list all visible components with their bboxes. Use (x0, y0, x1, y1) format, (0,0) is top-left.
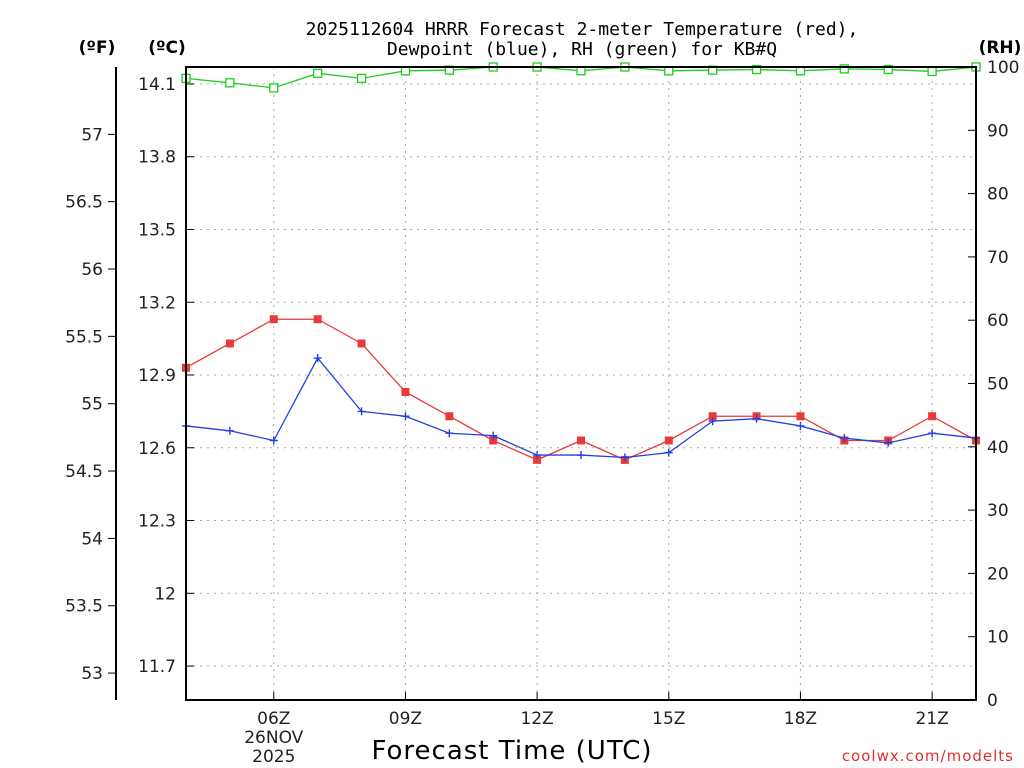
dewpoint-point (884, 438, 893, 447)
celsius-tick-label: 12.3 (138, 512, 176, 532)
rh-unit-label: (RH) (979, 38, 1022, 58)
dewpoint-point (401, 412, 410, 421)
celsius-tick-label: 13.8 (138, 148, 176, 168)
dewpoint-point (269, 436, 278, 445)
rh-tick-label: 90 (987, 121, 1009, 141)
rh-point (313, 68, 323, 78)
fahrenheit-unit-label: (ºF) (79, 38, 116, 58)
time-tick-label: 18Z (784, 709, 817, 729)
rh-tick-label: 40 (987, 438, 1009, 458)
fahrenheit-tick-label: 56.5 (65, 193, 103, 213)
time-tick-label: 09Z (389, 709, 422, 729)
time-tick-label: 12Z (520, 709, 553, 729)
fahrenheit-tick-label: 53.5 (65, 597, 103, 617)
dewpoint-point (664, 448, 673, 457)
dewpoint-point (840, 434, 849, 443)
dewpoint-point (225, 426, 234, 435)
rh-point (356, 73, 367, 84)
credit-text: coolwx.com/modelts (842, 747, 1014, 765)
rh-point (751, 64, 762, 75)
rh-tick-label: 30 (987, 501, 1009, 521)
dewpoint-point (752, 414, 761, 423)
temperature-point (357, 339, 366, 348)
temperature-point (664, 436, 673, 445)
dewpoint-point (445, 429, 454, 438)
dewpoint-point (357, 407, 366, 416)
temperature-point (577, 436, 585, 445)
celsius-tick-label: 11.7 (138, 657, 176, 677)
temperature-point (928, 412, 937, 421)
chart-title-line2: Dewpoint (blue), RH (green) for KB#Q (387, 39, 777, 60)
rh-tick-label: 50 (987, 375, 1009, 395)
temperature-point (313, 315, 322, 324)
fahrenheit-tick-label: 55.5 (65, 327, 103, 347)
rh-tick-label: 10 (987, 628, 1009, 648)
dewpoint-point (796, 421, 805, 430)
fahrenheit-tick-label: 53 (81, 664, 103, 684)
fahrenheit-tick-label: 54.5 (65, 462, 103, 482)
series-layer (181, 62, 981, 464)
dewpoint-point (708, 417, 717, 426)
rh-point (269, 83, 279, 93)
time-tick-label: 15Z (652, 709, 685, 729)
rh-point (225, 78, 235, 88)
rh-point (839, 64, 849, 74)
celsius-axis: 11.7 12 12.3 12.6 12.9 13.2 13.5 13.8 14.1 (138, 75, 194, 677)
dewpoint-point (313, 354, 322, 363)
celsius-tick-label: 12.6 (138, 439, 176, 459)
fahrenheit-tick-label: 56 (81, 260, 103, 280)
time-date-label: 26NOV (244, 728, 303, 748)
rh-tick-label: 100 (987, 58, 1019, 78)
dewpoint-point (620, 453, 629, 462)
celsius-tick-label: 13.2 (138, 293, 176, 313)
fahrenheit-tick-label: 57 (81, 125, 103, 145)
celsius-tick-label: 14.1 (138, 75, 176, 95)
rh-tick-label: 60 (987, 311, 1009, 331)
dewpoint-point (533, 451, 542, 460)
dewpoint-point (928, 429, 937, 438)
series-dewpoint (182, 354, 980, 462)
time-year-label: 2025 (252, 747, 295, 767)
temperature-point (401, 387, 410, 396)
fahrenheit-tick-label: 55 (81, 395, 103, 415)
series-temperature (182, 315, 980, 464)
dewpoint-point (489, 431, 498, 440)
rh-tick-label: 80 (987, 185, 1009, 205)
grid-lines (186, 67, 976, 700)
temperature-point (796, 412, 805, 421)
rh-tick-label: 0 (987, 691, 998, 711)
x-axis-label: Forecast Time (UTC) (371, 736, 652, 766)
temperature-point (445, 412, 454, 421)
rh-tick-label: 70 (987, 248, 1009, 268)
fahrenheit-tick-label: 54 (81, 529, 103, 549)
rh-point (883, 64, 893, 75)
fahrenheit-axis: 53 53.5 54 54.5 55 55.5 56 56.5 57 (65, 67, 117, 700)
celsius-tick-label: 12 (154, 584, 176, 604)
dewpoint-point (577, 451, 585, 460)
time-tick-label: 21Z (915, 709, 948, 729)
rh-point (927, 66, 937, 77)
rh-tick-label: 20 (987, 564, 1009, 584)
temperature-point (533, 455, 542, 464)
celsius-tick-label: 13.5 (138, 220, 176, 240)
celsius-tick-label: 12.9 (138, 366, 176, 386)
plot-frame (185, 66, 977, 701)
temperature-point (708, 412, 717, 421)
temperature-point (225, 339, 234, 348)
time-tick-label: 06Z (257, 709, 290, 729)
rh-axis: 0 10 20 30 40 50 60 70 80 90 100 (968, 58, 1019, 711)
chart-title-line1: 2025112604 HRRR Forecast 2-meter Tempera… (306, 19, 859, 40)
temperature-point (489, 436, 498, 445)
celsius-unit-label: (ºC) (148, 38, 186, 58)
temperature-point (269, 315, 278, 324)
